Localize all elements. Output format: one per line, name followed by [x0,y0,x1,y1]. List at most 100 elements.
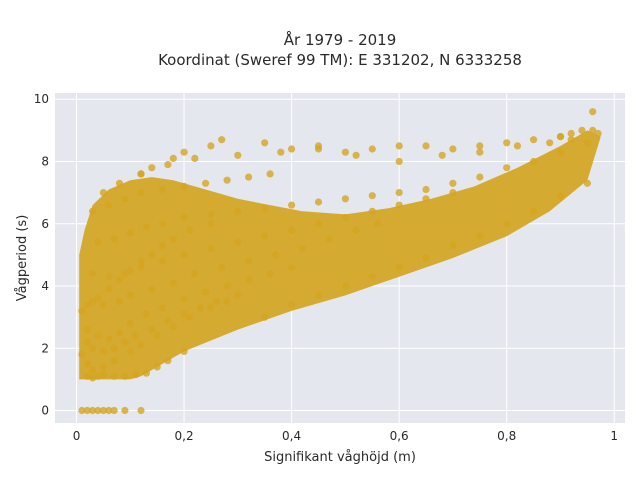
data-point [422,195,430,203]
data-point [89,207,97,215]
data-point [105,335,113,343]
data-point [115,298,124,306]
data-point [476,148,484,156]
data-point [94,294,102,303]
data-point [132,332,140,340]
data-point [83,406,91,415]
data-point [202,179,210,187]
data-point [99,189,107,197]
data-point [503,164,511,172]
data-point [180,251,188,259]
data-point [137,263,145,271]
data-point [261,313,269,321]
chart-title-line-2: Koordinat (Sweref 99 TM): E 331202, N 63… [158,51,522,69]
data-point [142,223,150,231]
x-tick-label: 1 [610,429,618,443]
data-point [78,406,86,415]
data-point [476,142,484,150]
data-point [164,316,172,324]
data-point [169,154,177,162]
data-point [395,189,403,197]
data-point [115,329,124,337]
data-point [503,220,511,228]
data-point [212,298,220,306]
data-point [99,363,107,371]
data-point [158,185,167,194]
data-point [94,238,102,246]
data-point [121,338,129,346]
data-point [126,229,134,237]
data-point [266,170,274,178]
data-point [271,251,280,259]
data-point [207,142,215,150]
data-point [158,257,167,265]
data-point [513,142,522,150]
data-point [341,213,349,222]
data-point [153,332,161,340]
data-point [94,406,102,415]
data-point [105,201,113,209]
data-point [277,148,285,156]
data-point [121,372,129,380]
data-point [164,357,172,365]
y-tick-label: 10 [34,92,49,106]
data-point [137,341,145,349]
data-point [110,357,118,365]
data-point [449,241,457,250]
data-point [261,204,269,212]
data-point [137,406,145,415]
data-point [368,145,376,153]
data-point [567,136,575,144]
data-point [374,220,382,228]
data-point [110,235,118,243]
data-point [180,148,188,156]
data-point [126,266,134,275]
data-point [234,291,242,299]
data-point [422,254,430,262]
data-point [148,326,156,334]
data-point [341,148,349,156]
data-point [288,301,296,309]
data-point [476,173,484,181]
data-point [169,235,177,243]
data-point [422,142,430,150]
data-point [207,245,215,253]
data-point [153,363,161,371]
data-point [449,189,457,197]
data-point [234,238,242,246]
data-point [314,220,323,228]
data-point [78,350,86,359]
data-point [83,338,91,346]
data-point [223,176,231,184]
data-point [395,157,403,166]
data-point [352,226,360,234]
y-tick-label: 2 [41,341,49,355]
data-point [207,304,215,312]
data-point [245,276,253,284]
data-point [261,232,269,240]
data-point [395,201,403,209]
data-point [207,210,215,218]
data-point [234,207,242,215]
data-point [180,213,188,222]
data-point [202,288,210,296]
data-point [341,282,349,290]
data-point [83,326,91,334]
data-point [422,185,430,194]
data-point [89,344,97,352]
data-point [83,360,91,368]
data-point [185,313,193,321]
data-point [132,371,140,379]
data-point [578,126,586,134]
y-tick-label: 4 [41,279,49,293]
data-point [110,344,118,352]
data-point [94,372,102,380]
data-point [89,366,97,374]
data-point [126,347,134,355]
data-point [438,151,446,159]
data-point [341,195,349,203]
data-point [105,273,113,281]
data-point [314,291,323,299]
data-point [110,372,118,380]
